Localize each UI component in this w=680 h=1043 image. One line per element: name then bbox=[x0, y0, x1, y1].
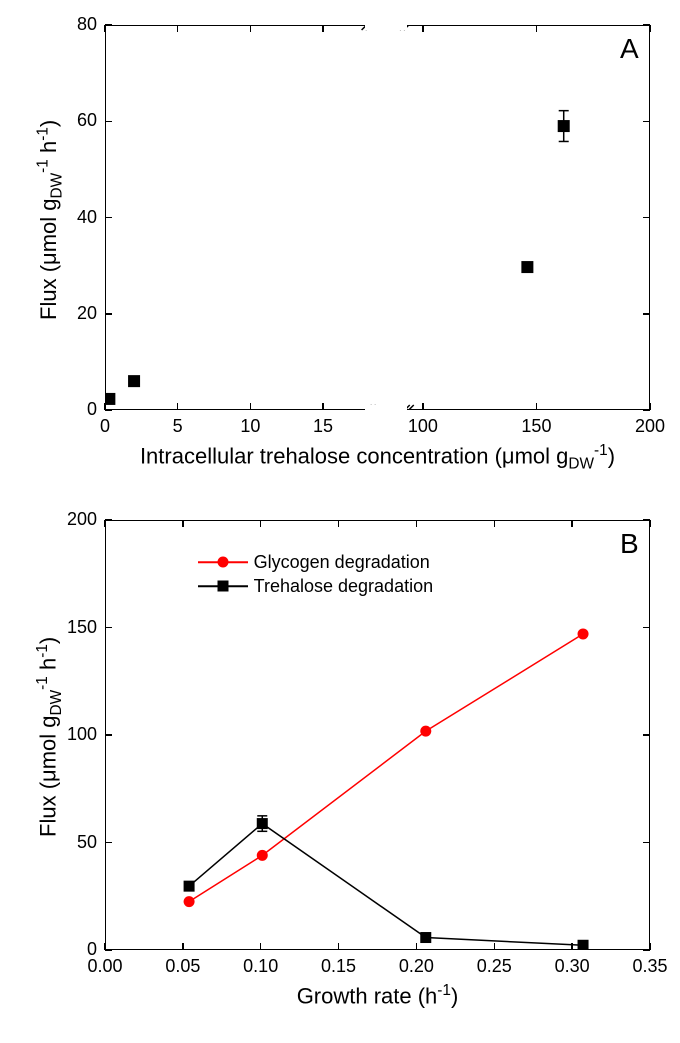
panel-b-xtick-label: 0.25 bbox=[469, 956, 519, 977]
panel-b-xtick-label: 0.15 bbox=[314, 956, 364, 977]
panel-a-xtick-label: 5 bbox=[158, 416, 198, 437]
legend-label: Trehalose degradation bbox=[254, 576, 433, 597]
panel-a-xtick-label: 15 bbox=[303, 416, 343, 437]
panel-b-xtick-label: 0.10 bbox=[236, 956, 286, 977]
panel-a-letter: A bbox=[620, 33, 639, 65]
legend-item: Trehalose degradation bbox=[198, 574, 433, 598]
panel-b-xtick-label: 0.35 bbox=[625, 956, 675, 977]
legend-label: Glycogen degradation bbox=[254, 552, 430, 573]
panel-a-xtick-label: 10 bbox=[230, 416, 270, 437]
panel-a-xtick-label: 100 bbox=[398, 416, 448, 437]
panel-a-xtick-label: 150 bbox=[511, 416, 561, 437]
panel-b-xtick-label: 0.30 bbox=[547, 956, 597, 977]
panel-a-plot bbox=[105, 25, 650, 410]
panel-b-legend: Glycogen degradation Trehalose degradatio… bbox=[198, 550, 433, 598]
panel-b-xlabel: Growth rate (h-1) bbox=[105, 982, 650, 1009]
panel-b-xtick-label: 0.00 bbox=[80, 956, 130, 977]
panel-a-ylabel: Flux (μmol gDW-1 h-1) bbox=[34, 27, 66, 412]
panel-b-ylabel: Flux (μmol gDW-1 h-1) bbox=[34, 522, 66, 952]
panel-b-xtick-label: 0.05 bbox=[158, 956, 208, 977]
panel-b-letter: B bbox=[620, 528, 639, 560]
panel-b-xtick-label: 0.20 bbox=[391, 956, 441, 977]
panel-a-xlabel: Intracellular trehalose concentration (μ… bbox=[105, 442, 650, 474]
panel-a-xtick-label: 0 bbox=[85, 416, 125, 437]
legend-item: Glycogen degradation bbox=[198, 550, 433, 574]
panel-a-xtick-label: 200 bbox=[625, 416, 675, 437]
